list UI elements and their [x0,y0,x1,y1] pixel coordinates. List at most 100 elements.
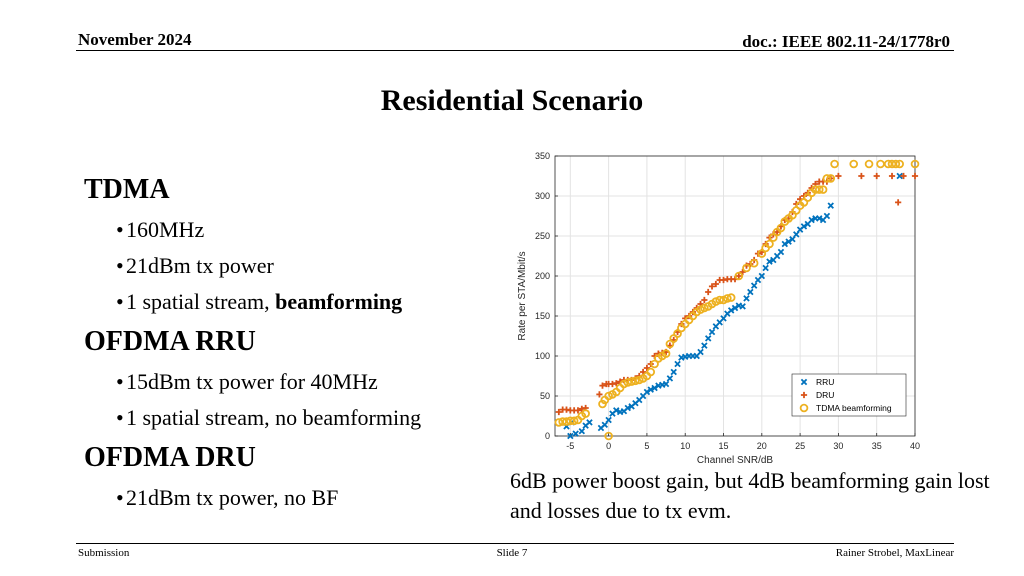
dru-point [895,199,902,206]
slide-title: Residential Scenario [380,84,644,117]
x-tick-label: 0 [606,441,611,451]
rru-point [750,282,758,289]
chart-caption: 6dB power boost gain, but 4dB beamformin… [510,468,990,523]
tdma-beamforming-point [814,185,824,194]
legend-marker [800,378,808,386]
tdma-beamforming-point [631,376,640,386]
tdma-beamforming-point [864,159,874,169]
bullet-item: • 1 spatial stream, beamforming [116,289,403,314]
rru-point [785,238,792,245]
bullet-item: • 21dBm tx power, no BF [116,485,339,510]
tdma-beamforming-point [891,159,901,169]
dru-point [599,382,606,389]
bullet-item: • 1 spatial stream, no beamforming [116,405,422,430]
rru-point [708,328,716,336]
y-tick-label: 200 [535,271,550,281]
legend-marker [800,391,808,399]
tdma-beamforming-point [604,431,613,441]
bullet-tdma: TDMA [84,174,170,205]
rru-point [743,295,750,302]
axes-box [554,155,916,437]
rru-point [762,264,769,272]
rru-point [781,240,789,248]
dru-point [574,407,582,414]
x-tick-label: 30 [833,441,843,451]
tdma-beamforming-point [776,223,786,233]
rru-point [697,348,704,356]
dru-point [708,283,716,290]
bullet-ofdma-rru: OFDMA RRU [84,326,256,357]
rru-point [572,430,579,437]
footer-author: Rainer Strobel, MaxLinear [835,547,954,559]
tdma-beamforming-point [562,417,571,426]
legend-label: DRU [816,390,834,400]
tdma-beamforming-point [822,174,832,183]
rru-point [731,304,739,312]
rru-point [808,216,815,224]
rru-point [586,419,593,426]
dru-point [835,172,842,180]
tdma-beamforming-point [910,159,920,169]
rru-point [704,335,712,342]
tdma-beamforming-point [757,249,767,258]
dru-point [873,172,880,180]
dru-point [712,280,719,288]
tdma-beamforming-point [623,378,633,387]
bullet-list: TDMA • 160MHz • 21dBm tx power • 1 spatial … [84,168,504,516]
rru-point [567,432,574,440]
bullet-item: • 15dBm tx power for 40MHz [116,369,378,394]
footer-slide-number: Slide 7 [496,547,528,559]
rru-point [578,427,586,435]
tdma-beamforming-point [826,174,836,183]
tdma-beamforming-point [765,239,774,249]
tdma-beamforming-point [665,339,675,349]
tdma-beamforming-point [581,409,590,418]
x-tick-label: 25 [795,441,805,451]
dru-point [705,288,712,296]
rru-point [624,404,632,412]
tdma-beamforming-point [749,258,759,268]
y-tick-label: 150 [535,311,550,321]
legend-marker [799,403,809,413]
dru-point [888,172,896,180]
legend-label: RRU [816,377,834,387]
tdma-beamforming-point [723,294,732,303]
y-tick-label: 250 [535,231,550,241]
tdma-beamforming-point [554,418,564,427]
rru-point [827,202,834,209]
rru-point [816,215,823,222]
bullet-item: • 21dBm tx power [116,253,274,278]
rru-point [739,303,746,310]
x-axis-label: Channel SNR/dB [697,455,773,466]
x-tick-label: -5 [566,441,574,451]
tdma-beamforming-point [818,185,828,194]
x-tick-label: 20 [757,441,767,451]
tdma-beamforming-point [742,263,751,273]
rru-point [823,212,831,220]
tdma-beamforming-point [830,159,839,169]
x-tick-label: 35 [872,441,882,451]
footer-rule [76,543,954,544]
tdma-beamforming-point [673,329,682,338]
rru-point [613,407,620,414]
rru-point [651,384,658,392]
x-tick-label: 40 [910,441,920,451]
dru-point [735,272,742,280]
dru-point [555,408,562,416]
tdma-beamforming-point [650,359,659,369]
dru-point [900,172,907,180]
bullet-item: • 160MHz [116,217,205,242]
rru-point [777,248,785,256]
tdma-beamforming-point [627,377,636,386]
rru-point [896,172,903,180]
rru-point [643,388,651,396]
tdma-beamforming-point [558,417,567,426]
tdma-beamforming-point [849,159,859,169]
rru-point [758,272,766,280]
y-tick-label: 350 [535,151,550,161]
y-axis-label: Rate per STA/Mbit/s [517,251,528,340]
rru-point [747,288,754,296]
footer-submission: Submission [78,547,130,559]
rru-point [670,368,677,376]
tdma-beamforming-point [569,416,579,426]
